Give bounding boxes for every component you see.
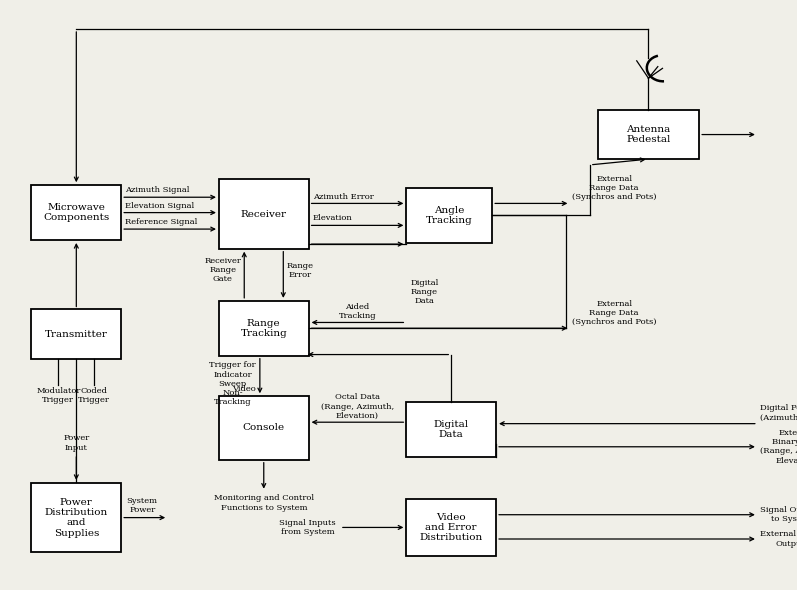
Bar (598, 110, 699, 159)
Text: Octal Data
(Range, Azimuth,
Elevation): Octal Data (Range, Azimuth, Elevation) (321, 394, 394, 420)
Bar (31, 185, 121, 240)
Text: Transmitter: Transmitter (45, 330, 108, 339)
Text: Elevation Signal: Elevation Signal (125, 202, 194, 209)
Text: Monitoring and Control
Functions to System: Monitoring and Control Functions to Syst… (214, 494, 314, 512)
Text: Modulator
Trigger: Modulator Trigger (36, 387, 80, 404)
Text: External
Binary Data
(Range, Azimuth,
Elevation): External Binary Data (Range, Azimuth, El… (760, 429, 797, 464)
Text: Range
Error: Range Error (286, 261, 313, 278)
Text: Microwave
Components: Microwave Components (43, 203, 109, 222)
Text: Signal Inputs
from System: Signal Inputs from System (280, 519, 336, 536)
Bar (219, 179, 308, 249)
Text: Coded
Trigger: Coded Trigger (78, 387, 110, 404)
Bar (406, 499, 496, 556)
Text: Digital
Range
Data: Digital Range Data (410, 278, 438, 305)
Text: Elevation: Elevation (312, 215, 352, 222)
Text: Power
Input: Power Input (63, 434, 89, 452)
Text: Azimuth Signal: Azimuth Signal (125, 186, 190, 194)
Text: Angle
Tracking: Angle Tracking (426, 206, 473, 225)
Bar (406, 402, 496, 457)
Text: Azimuth Error: Azimuth Error (312, 192, 373, 201)
Text: Console: Console (243, 424, 285, 432)
Text: Digital Position Data
(Azimuth, Elevation): Digital Position Data (Azimuth, Elevatio… (760, 404, 797, 421)
Text: Signal Outputs
to System: Signal Outputs to System (760, 506, 797, 523)
Bar (406, 188, 493, 243)
Bar (31, 483, 121, 552)
Text: External Signal
Outputs: External Signal Outputs (760, 530, 797, 548)
Text: External
Range Data
(Synchros and Pots): External Range Data (Synchros and Pots) (572, 300, 657, 326)
Text: Receiver
Range
Gate: Receiver Range Gate (204, 257, 241, 283)
Text: Reference Signal: Reference Signal (125, 218, 198, 226)
Text: External
Range Data
(Synchros and Pots): External Range Data (Synchros and Pots) (572, 175, 657, 201)
Text: Range
Tracking: Range Tracking (241, 319, 287, 338)
Text: Receiver: Receiver (241, 209, 287, 218)
Text: Power
Distribution
and
Supplies: Power Distribution and Supplies (45, 497, 108, 537)
Text: Trigger for
Indicator
Sweep
Non-
Tracking: Trigger for Indicator Sweep Non- Trackin… (210, 362, 256, 407)
Bar (31, 309, 121, 359)
Bar (219, 301, 308, 356)
Text: Digital
Data: Digital Data (434, 419, 469, 439)
Text: System
Power: System Power (127, 497, 158, 514)
Text: Antenna
Pedestal: Antenna Pedestal (626, 125, 670, 144)
Bar (219, 396, 308, 460)
Text: Video
and Error
Distribution: Video and Error Distribution (419, 513, 483, 542)
Text: Aided
Tracking: Aided Tracking (339, 303, 376, 320)
Text: Video: Video (232, 385, 256, 394)
